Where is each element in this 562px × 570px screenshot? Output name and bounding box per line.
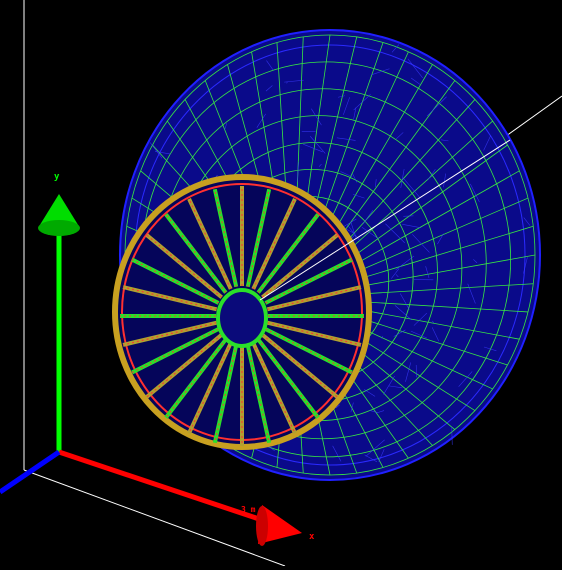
wheel-hub [218, 290, 266, 346]
front-wheel [115, 177, 369, 447]
y-axis [38, 194, 80, 452]
scale-label: 3 m [241, 505, 255, 514]
y-axis-label: y [54, 172, 59, 182]
x-axis-label: x [309, 532, 314, 542]
z-axis [0, 452, 59, 492]
